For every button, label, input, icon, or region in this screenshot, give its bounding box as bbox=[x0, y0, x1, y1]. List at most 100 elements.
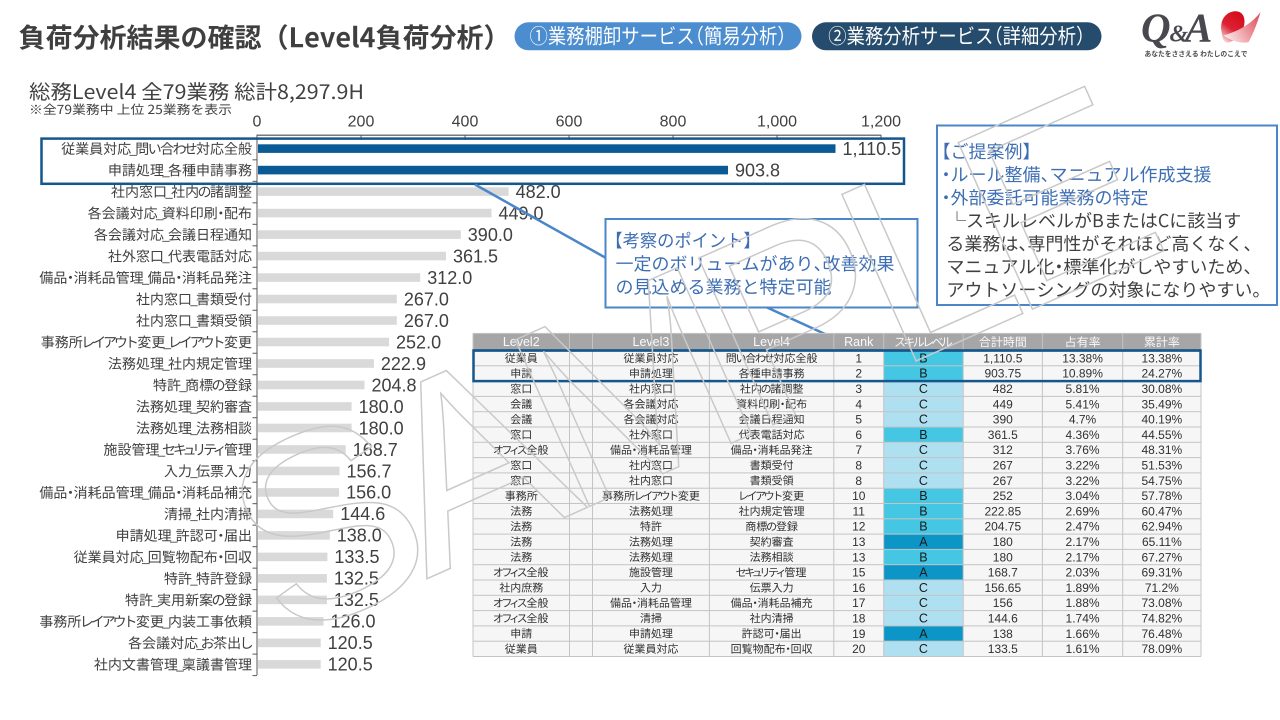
svg-text:180.0: 180.0 bbox=[359, 418, 404, 438]
svg-text:B: B bbox=[919, 489, 927, 503]
svg-text:20: 20 bbox=[852, 642, 866, 656]
svg-text:5: 5 bbox=[855, 413, 862, 427]
svg-text:48.31%: 48.31% bbox=[1141, 443, 1182, 457]
svg-text:C: C bbox=[919, 413, 928, 427]
svg-text:3: 3 bbox=[855, 382, 862, 396]
svg-text:2.17%: 2.17% bbox=[1066, 550, 1100, 564]
svg-text:204.8: 204.8 bbox=[372, 375, 417, 395]
svg-text:1: 1 bbox=[855, 351, 862, 365]
svg-text:A: A bbox=[919, 627, 928, 641]
svg-text:71.2%: 71.2% bbox=[1145, 581, 1179, 595]
svg-text:2.03%: 2.03% bbox=[1066, 566, 1100, 580]
svg-text:156.7: 156.7 bbox=[346, 461, 391, 481]
svg-text:C: C bbox=[919, 612, 928, 626]
svg-text:18: 18 bbox=[852, 612, 866, 626]
svg-text:13.38%: 13.38% bbox=[1062, 351, 1103, 365]
svg-text:390: 390 bbox=[993, 413, 1013, 427]
svg-text:138: 138 bbox=[993, 627, 1013, 641]
svg-text:133.5: 133.5 bbox=[988, 642, 1018, 656]
svg-text:13.38%: 13.38% bbox=[1141, 351, 1182, 365]
svg-text:C: C bbox=[919, 382, 928, 396]
svg-text:222.9: 222.9 bbox=[381, 354, 426, 374]
svg-text:35.49%: 35.49% bbox=[1141, 397, 1182, 411]
svg-text:156.65: 156.65 bbox=[984, 581, 1021, 595]
svg-text:13: 13 bbox=[852, 535, 866, 549]
svg-text:7: 7 bbox=[855, 443, 862, 457]
svg-text:10.89%: 10.89% bbox=[1062, 367, 1103, 381]
svg-text:180.0: 180.0 bbox=[359, 397, 404, 417]
svg-text:312.0: 312.0 bbox=[427, 268, 472, 288]
svg-text:482: 482 bbox=[993, 382, 1013, 396]
svg-text:60.47%: 60.47% bbox=[1141, 504, 1182, 518]
svg-text:12: 12 bbox=[852, 520, 866, 534]
svg-text:4.7%: 4.7% bbox=[1069, 413, 1097, 427]
svg-text:65.11%: 65.11% bbox=[1142, 535, 1182, 549]
svg-text:C: C bbox=[919, 642, 928, 656]
svg-text:74.82%: 74.82% bbox=[1141, 612, 1182, 626]
svg-text:267: 267 bbox=[993, 474, 1013, 488]
svg-text:3.04%: 3.04% bbox=[1066, 489, 1100, 503]
svg-text:67.27%: 67.27% bbox=[1141, 550, 1182, 564]
svg-text:C: C bbox=[919, 474, 928, 488]
svg-text:361.5: 361.5 bbox=[453, 246, 498, 266]
svg-text:57.78%: 57.78% bbox=[1141, 489, 1182, 503]
svg-text:156.0: 156.0 bbox=[346, 483, 391, 503]
svg-text:44.55%: 44.55% bbox=[1141, 428, 1182, 442]
svg-text:138.0: 138.0 bbox=[337, 526, 382, 546]
svg-text:3.22%: 3.22% bbox=[1066, 474, 1100, 488]
svg-text:200: 200 bbox=[348, 114, 375, 131]
svg-text:Level3: Level3 bbox=[633, 335, 670, 349]
svg-text:76.48%: 76.48% bbox=[1141, 627, 1182, 641]
svg-text:5.81%: 5.81% bbox=[1066, 382, 1100, 396]
svg-text:1.74%: 1.74% bbox=[1066, 612, 1100, 626]
svg-text:144.6: 144.6 bbox=[340, 504, 385, 524]
svg-text:40.19%: 40.19% bbox=[1141, 413, 1182, 427]
svg-text:51.53%: 51.53% bbox=[1141, 459, 1182, 473]
svg-text:156: 156 bbox=[993, 596, 1013, 610]
svg-text:69.31%: 69.31% bbox=[1141, 566, 1182, 580]
svg-text:4.36%: 4.36% bbox=[1066, 428, 1100, 442]
svg-text:C: C bbox=[919, 443, 928, 457]
svg-text:&: & bbox=[1170, 22, 1189, 48]
svg-text:4: 4 bbox=[855, 397, 862, 411]
svg-text:600: 600 bbox=[556, 114, 583, 131]
svg-text:B: B bbox=[919, 504, 927, 518]
svg-text:903.75: 903.75 bbox=[984, 367, 1021, 381]
svg-text:62.94%: 62.94% bbox=[1141, 520, 1182, 534]
svg-text:C: C bbox=[919, 596, 928, 610]
svg-text:390.0: 390.0 bbox=[468, 225, 513, 245]
svg-text:1.89%: 1.89% bbox=[1066, 581, 1100, 595]
svg-text:800: 800 bbox=[660, 114, 687, 131]
svg-text:132.5: 132.5 bbox=[334, 590, 379, 610]
svg-text:400: 400 bbox=[452, 114, 479, 131]
svg-text:2: 2 bbox=[855, 367, 862, 381]
svg-text:2.69%: 2.69% bbox=[1066, 504, 1100, 518]
svg-text:2.17%: 2.17% bbox=[1066, 535, 1100, 549]
svg-text:267: 267 bbox=[993, 459, 1013, 473]
svg-text:120.5: 120.5 bbox=[328, 655, 373, 675]
svg-text:5.41%: 5.41% bbox=[1066, 397, 1100, 411]
svg-text:2.47%: 2.47% bbox=[1066, 520, 1100, 534]
svg-text:3.22%: 3.22% bbox=[1066, 459, 1100, 473]
svg-text:Level2: Level2 bbox=[503, 335, 540, 349]
svg-text:1,110.5: 1,110.5 bbox=[842, 139, 901, 159]
svg-text:B: B bbox=[919, 428, 927, 442]
svg-text:449.0: 449.0 bbox=[498, 203, 543, 223]
svg-text:54.75%: 54.75% bbox=[1141, 474, 1182, 488]
svg-text:1.61%: 1.61% bbox=[1066, 642, 1100, 656]
svg-text:168.7: 168.7 bbox=[353, 440, 398, 460]
svg-text:8: 8 bbox=[855, 459, 862, 473]
svg-text:16: 16 bbox=[852, 581, 866, 595]
svg-text:482.0: 482.0 bbox=[516, 182, 561, 202]
svg-text:73.08%: 73.08% bbox=[1141, 596, 1182, 610]
svg-text:8: 8 bbox=[855, 474, 862, 488]
svg-text:17: 17 bbox=[852, 596, 866, 610]
svg-text:3.76%: 3.76% bbox=[1066, 443, 1100, 457]
svg-text:1,110.5: 1,110.5 bbox=[983, 351, 1022, 365]
svg-text:10: 10 bbox=[852, 489, 866, 503]
svg-text:1,200: 1,200 bbox=[861, 114, 901, 131]
svg-text:168.7: 168.7 bbox=[988, 566, 1018, 580]
svg-text:B: B bbox=[919, 367, 927, 381]
svg-text:252.0: 252.0 bbox=[396, 332, 441, 352]
svg-text:204.75: 204.75 bbox=[984, 520, 1021, 534]
